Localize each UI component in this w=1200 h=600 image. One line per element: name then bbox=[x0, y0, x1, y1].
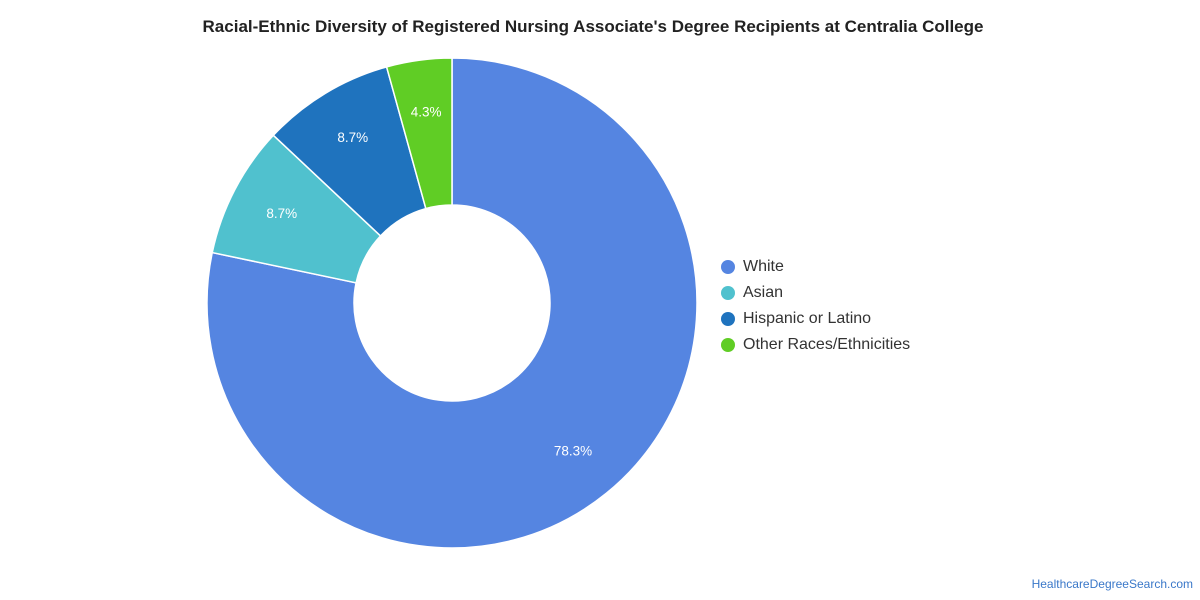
slice-value-label: 8.7% bbox=[266, 206, 297, 221]
slice-value-label: 78.3% bbox=[554, 444, 592, 459]
legend-swatch-icon bbox=[721, 338, 735, 352]
source-credit-link[interactable]: HealthcareDegreeSearch.com bbox=[1031, 577, 1193, 591]
legend-label: Other Races/Ethnicities bbox=[743, 336, 911, 353]
legend-label: Asian bbox=[743, 284, 784, 301]
legend-item[interactable]: White bbox=[721, 254, 910, 280]
donut-slice-white[interactable] bbox=[206, 57, 698, 549]
slice-value-label: 8.7% bbox=[337, 130, 368, 145]
legend-item[interactable]: Other Races/Ethnicities bbox=[721, 332, 910, 358]
chart-title: Racial-Ethnic Diversity of Registered Nu… bbox=[202, 17, 984, 36]
legend-item[interactable]: Asian bbox=[721, 280, 910, 306]
chart-legend: White Asian Hispanic or Latino Other Races/… bbox=[721, 254, 910, 358]
donut-slice-other-races-ethnicities[interactable] bbox=[385, 57, 453, 210]
legend-item[interactable]: Hispanic or Latino bbox=[721, 306, 910, 332]
slice-value-label: 4.3% bbox=[411, 104, 442, 119]
legend-swatch-icon bbox=[721, 260, 735, 274]
legend-swatch-icon bbox=[721, 312, 735, 326]
legend-label: White bbox=[743, 258, 784, 275]
legend-label: Hispanic or Latino bbox=[743, 310, 872, 327]
legend-swatch-icon bbox=[721, 286, 735, 300]
